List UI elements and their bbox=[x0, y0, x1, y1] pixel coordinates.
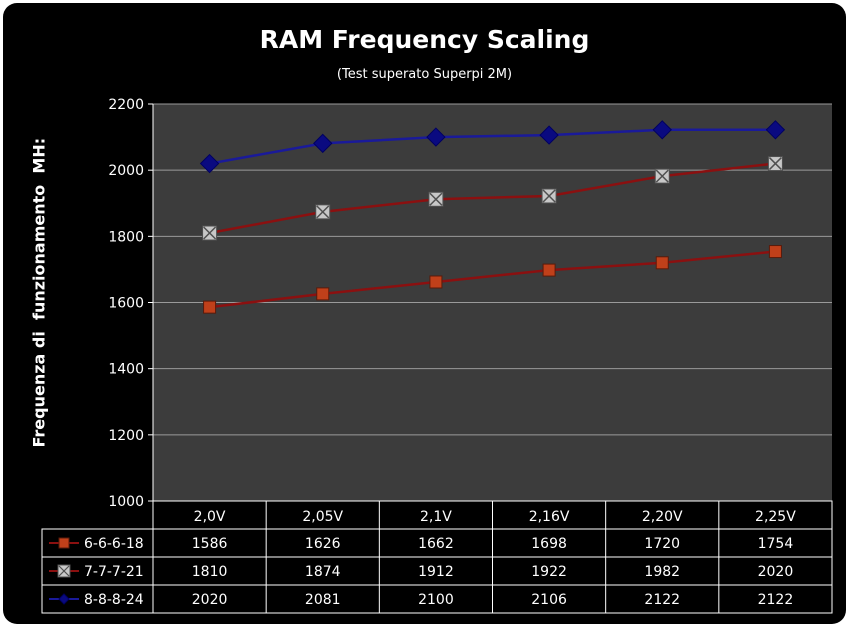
table-cell-value: 1810 bbox=[192, 564, 228, 580]
data-point bbox=[313, 133, 333, 154]
table-cell-value: 2106 bbox=[531, 592, 567, 608]
data-point bbox=[542, 263, 556, 277]
y-tick-label: 2000 bbox=[108, 163, 144, 179]
y-tick-label: 1600 bbox=[108, 296, 144, 312]
y-tick-label: 2200 bbox=[108, 97, 144, 113]
table-cell-value: 1720 bbox=[644, 536, 680, 552]
legend-entry: 8-8-8-24 bbox=[84, 592, 144, 608]
data-point bbox=[539, 125, 559, 145]
data-point-cross bbox=[316, 205, 330, 219]
table-cell-value: 2081 bbox=[305, 592, 341, 608]
data-point bbox=[426, 127, 446, 147]
table-cell-value: 2100 bbox=[418, 592, 454, 608]
table-cell-value: 1626 bbox=[305, 536, 341, 552]
y-tick-label: 1200 bbox=[108, 428, 144, 444]
data-point-cross bbox=[429, 192, 443, 206]
data-point bbox=[765, 120, 786, 140]
legend-entry: 6-6-6-18 bbox=[84, 536, 144, 552]
table-cell-value: 1912 bbox=[418, 564, 454, 580]
table-cell-value: 2122 bbox=[758, 592, 794, 608]
series-line bbox=[209, 250, 776, 309]
data-point-cross bbox=[542, 189, 556, 203]
series-line bbox=[209, 128, 776, 165]
series-line bbox=[209, 162, 776, 235]
table-cell-value: 2020 bbox=[192, 592, 228, 608]
y-tick-label: 1800 bbox=[108, 229, 144, 245]
table-cell-value: 1874 bbox=[305, 564, 341, 580]
data-point-cross bbox=[203, 226, 217, 240]
x-category-label: 2,20V bbox=[642, 509, 683, 525]
data-point-cross bbox=[655, 169, 669, 183]
data-point bbox=[768, 245, 782, 259]
chart-title: RAM Frequency Scaling bbox=[259, 25, 590, 54]
data-point bbox=[203, 300, 217, 314]
data-point bbox=[199, 153, 220, 174]
table-cell-value: 1586 bbox=[192, 536, 228, 552]
table-cell-value: 1662 bbox=[418, 536, 454, 552]
data-point bbox=[429, 275, 443, 289]
data-point-cross bbox=[768, 157, 782, 171]
data-point bbox=[316, 287, 330, 301]
x-category-label: 2,25V bbox=[755, 509, 796, 525]
chart-subtitle: (Test superato Superpi 2M) bbox=[336, 67, 513, 82]
table-cell-value: 1982 bbox=[644, 564, 680, 580]
table-cell-value: 1698 bbox=[531, 536, 567, 552]
table-cell-value: 1922 bbox=[531, 564, 567, 580]
legend-entry: 7-7-7-21 bbox=[84, 564, 144, 580]
legend-marker bbox=[58, 537, 70, 549]
data-point bbox=[655, 256, 669, 270]
chart-frame: RAM Frequency Scaling (Test superato Sup… bbox=[3, 3, 846, 624]
x-category-label: 2,1V bbox=[420, 509, 452, 525]
y-tick-label: 1000 bbox=[108, 494, 144, 510]
legend-marker bbox=[58, 593, 70, 605]
line-chart: 1000 1200 1400 1600 1800 2000 2200 2,0V 2,05V 2,1… bbox=[41, 97, 833, 614]
x-category-label: 2,0V bbox=[194, 509, 226, 525]
y-tick-label: 1400 bbox=[108, 362, 144, 378]
table-cell-value: 2122 bbox=[644, 592, 680, 608]
data-point bbox=[652, 120, 672, 140]
table-cell-value: 1754 bbox=[758, 536, 794, 552]
x-category-label: 2,05V bbox=[302, 509, 343, 525]
x-category-label: 2,16V bbox=[529, 509, 570, 525]
table-cell-value: 2020 bbox=[758, 564, 794, 580]
legend-marker-cross bbox=[58, 565, 70, 577]
